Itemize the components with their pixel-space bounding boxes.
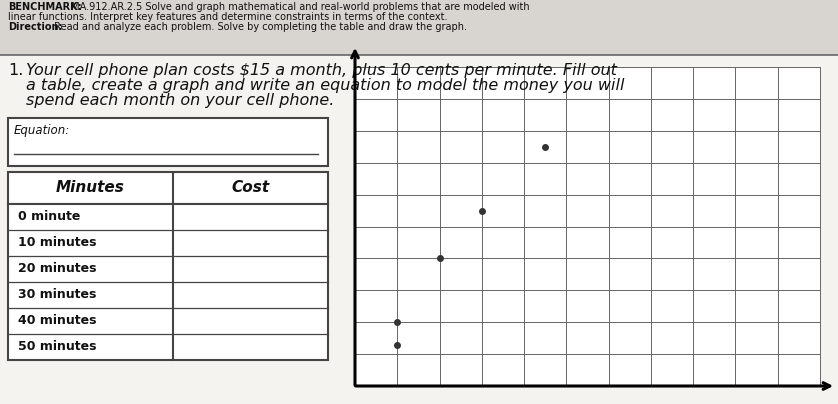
Text: 30 minutes: 30 minutes xyxy=(18,288,96,301)
Text: 50 minutes: 50 minutes xyxy=(18,341,96,354)
Text: Cost: Cost xyxy=(231,181,270,196)
Text: MA.912.AR.2.5 Solve and graph mathematical and real-world problems that are mode: MA.912.AR.2.5 Solve and graph mathematic… xyxy=(68,2,530,12)
Text: BENCHMARK:: BENCHMARK: xyxy=(8,2,81,12)
Text: 0 minute: 0 minute xyxy=(18,210,80,223)
Text: Your cell phone plan costs $15 a month, plus 10 cents per minute. Fill out: Your cell phone plan costs $15 a month, … xyxy=(26,63,617,78)
Text: Equation:: Equation: xyxy=(14,124,70,137)
Text: Read and analyze each problem. Solve by completing the table and draw the graph.: Read and analyze each problem. Solve by … xyxy=(51,22,467,32)
FancyBboxPatch shape xyxy=(8,172,328,204)
Text: a table, create a graph and write an equation to model the money you will: a table, create a graph and write an equ… xyxy=(26,78,624,93)
FancyBboxPatch shape xyxy=(8,118,328,166)
Text: spend each month on your cell phone.: spend each month on your cell phone. xyxy=(26,93,334,108)
Bar xyxy=(0,55,838,404)
Text: 20 minutes: 20 minutes xyxy=(18,263,96,276)
Bar xyxy=(0,0,838,55)
Text: 1.: 1. xyxy=(8,63,23,78)
Text: linear functions. Interpret key features and determine constraints in terms of t: linear functions. Interpret key features… xyxy=(8,12,447,22)
Text: 40 minutes: 40 minutes xyxy=(18,314,96,328)
Text: 10 minutes: 10 minutes xyxy=(18,236,96,250)
Bar xyxy=(355,67,820,386)
Text: Minutes: Minutes xyxy=(56,181,125,196)
Text: Direction:: Direction: xyxy=(8,22,63,32)
FancyBboxPatch shape xyxy=(8,204,328,360)
